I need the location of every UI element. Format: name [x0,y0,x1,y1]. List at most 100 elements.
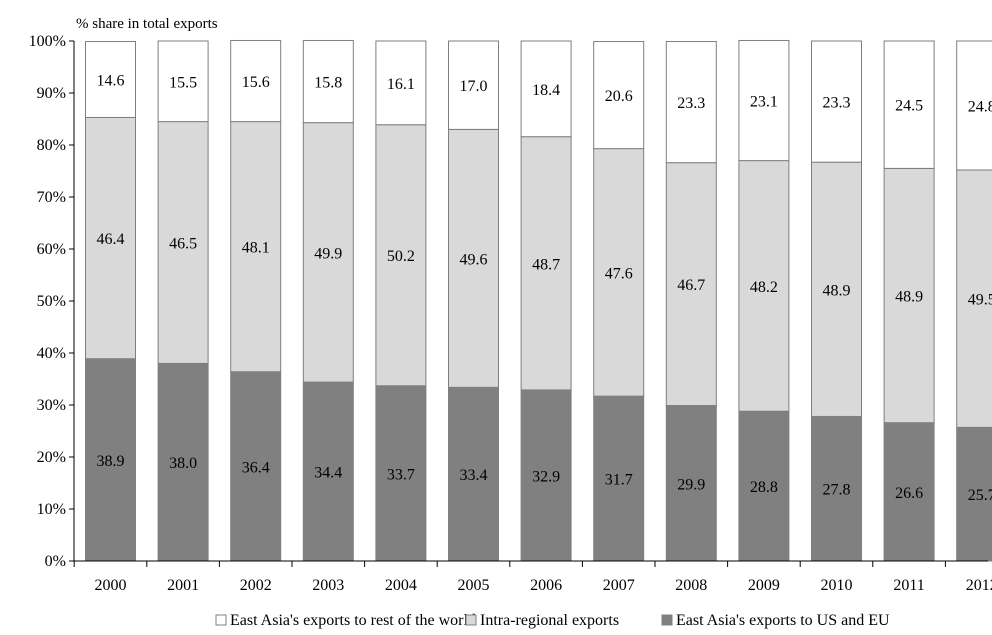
bar-segment [520,40,572,138]
x-tick-label: 2002 [240,577,272,594]
x-tick-label: 2003 [312,577,344,594]
data-label: 28.8 [750,479,778,496]
x-tick-label: 2005 [458,577,490,594]
bar-segment [230,121,282,373]
x-tick-label: 2000 [95,577,127,594]
data-label: 18.4 [532,82,560,99]
x-tick-label: 2006 [530,577,562,594]
legend-swatch [215,614,227,626]
legend-label: East Asia's exports to rest of the world [230,612,476,629]
bar-segment [593,41,645,150]
bar-segment [520,136,572,391]
data-label: 27.8 [823,482,851,499]
bars-layer [85,39,992,562]
bar-segment [883,40,935,169]
legend: East Asia's exports to rest of the world… [215,612,890,629]
data-label: 49.6 [460,251,488,268]
x-tick-label: 2011 [893,577,924,594]
data-label: 24.5 [895,98,923,115]
bar-segment [738,39,790,162]
data-label: 46.4 [97,231,125,248]
data-label: 15.8 [314,75,342,92]
data-label: 29.9 [677,476,705,493]
legend-swatch [465,614,477,626]
bar-segment [302,381,354,562]
data-label: 34.4 [314,465,342,482]
data-label: 48.9 [895,289,923,306]
data-labels-layer: 38.9 46.4 14.6 38.0 46.5 15.5 36.4 48.1 15.6 34.4… [97,72,992,504]
data-label: 46.7 [677,277,705,294]
x-tick-label: 2001 [167,577,199,594]
bar-segment [157,362,209,562]
bar-segment [665,162,717,407]
bar-segment [956,169,992,428]
data-label: 20.6 [605,88,633,105]
x-tick-label: 2007 [603,577,635,594]
bar-segment [811,161,862,417]
y-tick-label: 0% [45,553,66,570]
y-tick-label: 10% [37,501,66,518]
bar-segment [157,121,209,364]
bar-segment [448,40,499,130]
bar-segment [520,389,572,562]
y-tick-label: 30% [37,397,66,414]
bar-segment [85,116,136,360]
data-label: 23.1 [750,94,778,111]
legend-label: Intra-regional exports [480,612,619,629]
data-label: 33.4 [460,467,488,484]
y-tick-label: 70% [37,189,66,206]
bar-segment [375,385,427,562]
bar-segment [665,405,717,562]
data-label: 48.1 [242,240,270,257]
data-label: 47.6 [605,265,633,282]
y-axis-title: % share in total exports [76,16,218,32]
data-label: 31.7 [605,472,633,489]
x-tick-label: 2004 [385,577,417,594]
y-tick-label: 40% [37,345,66,362]
data-label: 48.7 [532,256,560,273]
data-label: 33.7 [387,466,415,483]
x-tick-label: 2012 [966,577,992,594]
data-label: 38.9 [97,453,125,470]
data-label: 36.4 [242,459,270,476]
data-label: 16.1 [387,76,415,93]
x-tick-label: 2010 [821,577,853,594]
bar-segment [448,128,499,388]
bar-segment [811,40,862,163]
data-label: 46.5 [169,236,197,253]
data-label: 24.8 [968,98,992,115]
bar-segment [738,410,790,562]
bar-segment [230,39,282,123]
bar-segment [883,167,935,424]
data-label: 49.5 [968,292,992,309]
x-tick-label: 2009 [748,577,780,594]
bar-segment [665,41,717,164]
data-label: 15.6 [242,74,270,91]
data-label: 49.9 [314,245,342,262]
y-tick-label: 100% [29,33,66,50]
data-label: 38.0 [169,455,197,472]
y-tick-label: 20% [37,449,66,466]
axes-layer: 2000 2001 2002 2003 2004 2005 2006 2007 2008 2009… [29,33,992,594]
bar-segment [302,39,354,124]
legend-label: East Asia's exports to US and EU [676,612,890,629]
bar-segment [593,148,645,397]
data-label: 23.3 [823,95,851,112]
bar-segment [157,40,209,123]
data-label: 32.9 [532,468,560,485]
data-label: 23.3 [677,95,705,112]
legend-swatch [661,614,673,626]
data-label: 48.9 [823,282,851,299]
data-label: 14.6 [97,72,125,89]
data-label: 50.2 [387,248,415,265]
y-tick-label: 90% [37,85,66,102]
data-label: 17.0 [460,78,488,95]
y-tick-label: 60% [37,241,66,258]
bar-segment [85,41,136,118]
bar-segment [738,160,790,412]
data-label: 48.2 [750,279,778,296]
data-label: 25.7 [968,487,992,504]
y-tick-label: 50% [37,293,66,310]
bar-segment [302,122,354,383]
